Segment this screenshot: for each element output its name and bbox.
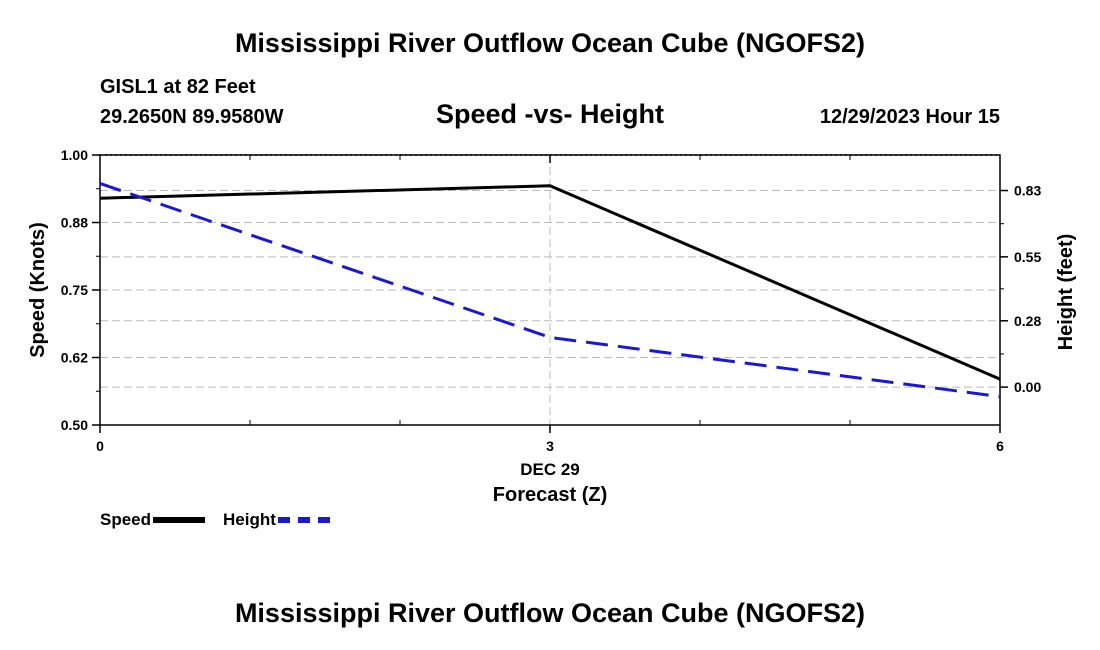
- y-left-axis-title: Speed (Knots): [27, 222, 49, 358]
- chart-legend: Speed Height: [100, 509, 348, 531]
- axis-labels: 0.50 0.62 0.75 0.88 1.00 0.00 0.28 0.55 0.83 0 3 6 D…: [27, 147, 1077, 506]
- x-tick-label-1: 3: [546, 438, 554, 454]
- station-label: GISL1 at 82 Feet: [100, 76, 256, 98]
- left-tick-label-1: 0.62: [61, 350, 88, 366]
- left-tick-label-2: 0.75: [61, 282, 88, 298]
- main-title: Mississippi River Outflow Ocean Cube (NG…: [234, 28, 866, 58]
- right-tick-label-3: 0.83: [1014, 183, 1041, 199]
- x-tick-label-2: 6: [996, 438, 1004, 454]
- series-line-height: [99, 181, 1001, 399]
- speed-height-chart: 0.50 0.62 0.75 0.88 1.00 0.00 0.28 0.55 0.83 0 3 6 D…: [27, 147, 1077, 506]
- series-lines: [99, 181, 1001, 399]
- grid-lines: [100, 155, 1000, 425]
- station-coordinates: 29.2650N 89.9580W: [100, 106, 284, 128]
- legend-label-speed: Speed: [100, 510, 152, 529]
- chart-title: Speed -vs- Height: [435, 99, 665, 129]
- series-line-speed: [99, 184, 1001, 381]
- left-tick-label-3: 0.88: [61, 215, 88, 231]
- left-tick-label-4: 1.00: [61, 147, 88, 163]
- chart-axes: [92, 154, 1008, 433]
- forecast-datetime: 12/29/2023 Hour 15: [819, 106, 1000, 128]
- right-tick-label-1: 0.28: [1014, 313, 1041, 329]
- right-tick-label-2: 0.55: [1014, 249, 1041, 265]
- right-tick-label-0: 0.00: [1014, 379, 1041, 395]
- x-tick-label-0: 0: [96, 438, 104, 454]
- x-date-label: DEC 29: [520, 460, 580, 479]
- y-right-axis-title: Height (feet): [1055, 234, 1077, 351]
- legend-item-speed: Speed: [100, 510, 206, 530]
- left-tick-label-0: 0.50: [61, 417, 88, 433]
- legend-item-height: Height: [223, 510, 330, 530]
- x-axis-title: Forecast (Z): [493, 484, 607, 506]
- legend-label-height: Height: [223, 510, 276, 529]
- legend-swatch-height: [277, 517, 330, 523]
- footer-title: Mississippi River Outflow Ocean Cube (NG…: [234, 598, 866, 628]
- legend-swatch-speed: [153, 517, 206, 523]
